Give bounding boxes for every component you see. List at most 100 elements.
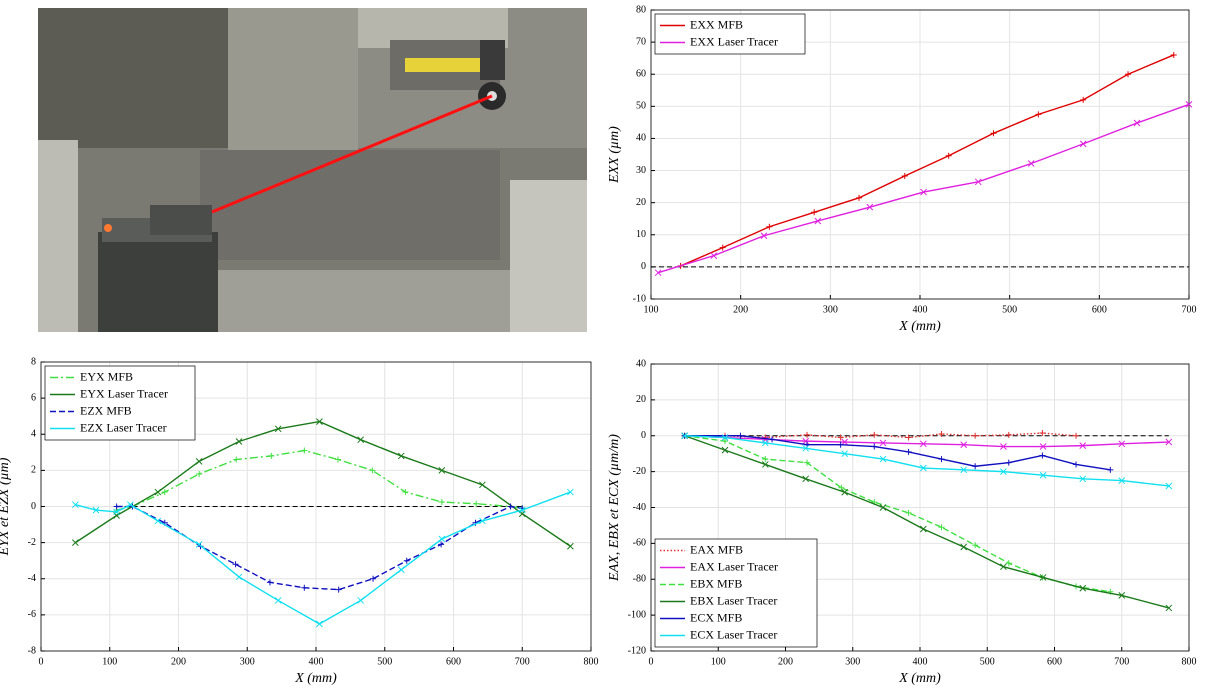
- x-tick-label: 100: [711, 656, 726, 667]
- marker: [1118, 440, 1126, 448]
- marker: [879, 455, 887, 463]
- marker: [154, 488, 162, 496]
- y-tick-label: 8: [31, 356, 36, 367]
- marker: [766, 223, 773, 230]
- marker: [72, 501, 79, 509]
- marker: [974, 178, 982, 186]
- series-line: [680, 54, 1175, 267]
- marker: [195, 541, 203, 548]
- marker: [905, 448, 912, 455]
- marker: [841, 450, 849, 458]
- y-tick-label: 20: [636, 394, 646, 405]
- y-tick-label: 4: [31, 429, 36, 440]
- marker: [710, 252, 718, 260]
- y-tick-label: 0: [31, 501, 36, 512]
- x-tick-label: 700: [515, 656, 530, 667]
- marker: [92, 506, 100, 514]
- y-tick-label: 50: [636, 101, 646, 112]
- marker: [479, 481, 486, 489]
- marker: [762, 456, 769, 463]
- marker: [905, 509, 912, 516]
- marker: [403, 557, 410, 564]
- y-tick-label: 40: [636, 358, 646, 369]
- x-axis-label: X (mm): [898, 671, 941, 686]
- marker: [1079, 475, 1087, 483]
- marker: [901, 173, 908, 180]
- marker: [811, 209, 818, 216]
- marker: [721, 446, 729, 454]
- marker: [972, 432, 979, 439]
- x-tick-label: 600: [1092, 304, 1107, 315]
- legend-label: ECX Laser Tracer: [690, 627, 777, 641]
- marker: [154, 517, 162, 525]
- x-tick-label: 300: [823, 304, 838, 315]
- x-tick-label: 200: [733, 304, 748, 315]
- legend-label: EAX Laser Tracer: [690, 559, 778, 573]
- marker: [1118, 592, 1126, 599]
- marker: [1039, 430, 1046, 437]
- y-tick-label: 0: [641, 261, 646, 272]
- marker: [841, 438, 849, 446]
- marker: [1005, 459, 1012, 466]
- x-tick-label: 400: [913, 304, 928, 315]
- marker: [802, 437, 810, 445]
- marker: [1073, 461, 1080, 468]
- y-tick-label: 30: [636, 165, 646, 176]
- x-tick-label: 500: [377, 656, 392, 667]
- marker: [719, 244, 726, 251]
- marker: [316, 418, 323, 425]
- y-tick-label: -6: [28, 609, 36, 620]
- marker: [654, 269, 662, 277]
- x-tick-label: 500: [980, 656, 995, 667]
- legend-box: [654, 538, 818, 648]
- legend-box: [654, 13, 806, 55]
- marker: [769, 436, 776, 443]
- x-axis-label: X (mm): [294, 671, 337, 686]
- x-tick-label: 600: [446, 656, 461, 667]
- marker: [567, 542, 574, 550]
- marker: [972, 542, 979, 549]
- marker: [357, 436, 365, 444]
- marker: [945, 152, 952, 159]
- marker: [837, 441, 844, 448]
- marker: [507, 503, 514, 510]
- marker: [761, 461, 769, 468]
- marker: [316, 620, 323, 628]
- marker: [920, 188, 927, 196]
- x-tick-label: 700: [1114, 656, 1129, 667]
- marker: [1133, 119, 1141, 127]
- marker: [1039, 471, 1047, 479]
- marker: [905, 434, 912, 441]
- photo: [38, 8, 587, 332]
- marker: [301, 447, 308, 454]
- marker: [567, 488, 574, 496]
- marker: [233, 456, 240, 463]
- marker: [72, 539, 79, 546]
- marker: [681, 432, 688, 440]
- marker: [814, 217, 822, 225]
- x-tick-label: 400: [309, 656, 324, 667]
- y-tick-label: 40: [636, 133, 646, 144]
- marker: [127, 501, 134, 509]
- x-tick-label: 400: [913, 656, 928, 667]
- y-tick-label: -120: [628, 645, 646, 656]
- legend-label: EXX Laser Tracer: [690, 34, 778, 48]
- y-tick-label: 20: [636, 197, 646, 208]
- marker: [274, 597, 282, 604]
- legend-label: EAX MFB: [690, 542, 743, 556]
- marker: [804, 459, 811, 466]
- marker: [357, 597, 365, 604]
- marker: [113, 503, 120, 510]
- marker: [1185, 101, 1193, 108]
- marker: [1125, 71, 1132, 78]
- marker: [1079, 442, 1087, 449]
- marker: [113, 508, 120, 516]
- legend-label: ECX MFB: [690, 610, 742, 624]
- marker: [879, 439, 887, 447]
- x-tick-label: 600: [1047, 656, 1062, 667]
- marker: [1165, 482, 1173, 490]
- marker: [960, 441, 968, 449]
- y-tick-label: 0: [641, 430, 646, 441]
- y-tick-label: -60: [633, 538, 646, 549]
